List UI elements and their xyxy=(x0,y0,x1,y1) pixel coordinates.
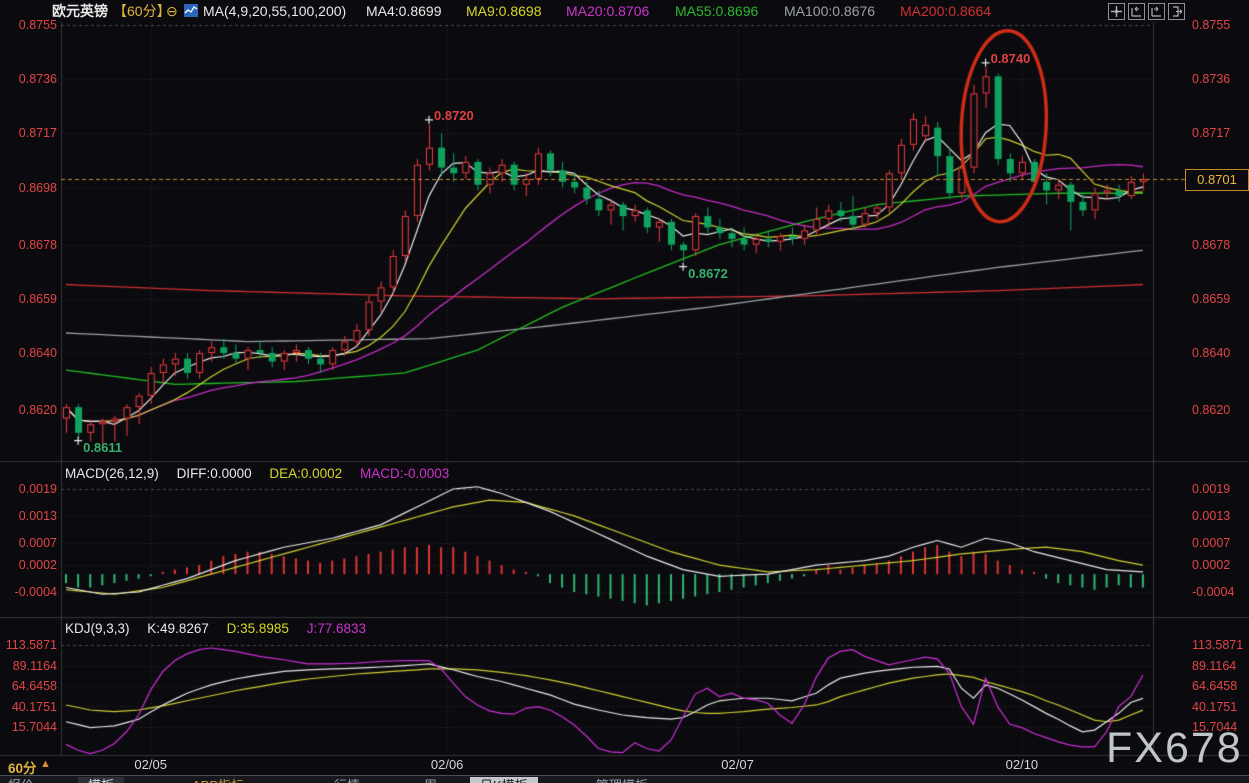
axis-tick-label: 89.1164 xyxy=(12,658,57,673)
axis-tick-label: 0.8620 xyxy=(18,403,57,417)
axis-tick-label: 0.8698 xyxy=(18,180,57,195)
date-tick-0205: 02/05 xyxy=(134,757,167,772)
scale-right-icon[interactable] xyxy=(1148,3,1165,20)
period-label[interactable]: 【60分】 xyxy=(113,3,171,19)
axis-tick-label: 113.5871 xyxy=(1192,638,1244,652)
window-controls xyxy=(1108,3,1185,20)
kdj-k-value: K:49.8267 xyxy=(147,621,209,636)
kdj-d-value: D:35.8985 xyxy=(226,621,289,636)
toolbar-item-week[interactable]: 周 xyxy=(424,777,437,783)
axis-tick-label: 0.8659 xyxy=(18,291,57,306)
axis-tick-label: 0.0007 xyxy=(18,535,57,550)
last-price-badge: 0.8701 xyxy=(1185,169,1249,191)
date-tick-0206: 02/06 xyxy=(430,757,464,772)
toolbar-item-market[interactable]: 行情 xyxy=(334,777,360,783)
kdj-params[interactable]: KDJ(9,3,3) xyxy=(65,621,130,636)
macd-dea-value: DEA:0.0002 xyxy=(269,466,343,481)
axis-tick-label: 40.1751 xyxy=(1192,699,1238,714)
symbol-title: 欧元英镑 xyxy=(52,3,108,19)
header-bar: 欧元英镑 【60分】 ⊖ MA(4,9,20,55,100,200) MA4:0… xyxy=(0,0,1249,22)
axis-tick-label: 0.0002 xyxy=(1192,558,1231,573)
ma9-value: MA9:0.8698 xyxy=(466,3,542,19)
axis-tick-label: 64.6458 xyxy=(1192,678,1238,693)
scale-left-icon[interactable] xyxy=(1128,3,1145,20)
ma55-value: MA55:0.8696 xyxy=(675,3,759,19)
macd-params[interactable]: MACD(26,12,9) xyxy=(65,466,159,481)
ma100-value: MA100:0.8676 xyxy=(784,3,876,19)
kdj-j-value: J:77.6833 xyxy=(306,621,367,636)
axis-tick-label: 0.8640 xyxy=(18,345,57,360)
axis-tick-label: 0.8717 xyxy=(18,126,57,141)
exit-icon[interactable] xyxy=(1168,3,1185,20)
brand-watermark: FX678 xyxy=(1106,724,1243,772)
axis-tick-label: 15.7044 xyxy=(1192,720,1238,734)
toolbar-item-template[interactable]: 模板 xyxy=(78,777,125,783)
axis-tick-label: 0.0019 xyxy=(18,482,57,496)
axis-tick-label: 0.8659 xyxy=(1192,291,1231,306)
axis-tick-label: 0.8717 xyxy=(1192,126,1231,141)
toolbar-item-manage-template[interactable]: 管理模板 xyxy=(596,777,648,783)
chart-type-icon[interactable] xyxy=(184,4,198,20)
axis-tick-label: 0.8620 xyxy=(1192,403,1231,417)
axis-tick-label: 0.8640 xyxy=(1192,345,1231,360)
axis-tick-label: 0.8678 xyxy=(18,237,57,252)
ma-group-label: MA(4,9,20,55,100,200) xyxy=(203,3,347,19)
collapse-icon[interactable]: ⊖ xyxy=(166,3,178,19)
annotation-low-0-8611: 0.8611 xyxy=(83,439,123,455)
axis-tick-label: 0.0002 xyxy=(18,558,57,573)
axis-tick-label: 0.0013 xyxy=(1192,508,1231,523)
timeframe-arrow-icon[interactable]: ▲ xyxy=(40,758,51,770)
ma4-value: MA4:0.8699 xyxy=(366,3,442,19)
date-tick-0210: 02/10 xyxy=(1005,757,1039,772)
ma20-value: MA20:0.8706 xyxy=(566,3,650,19)
macd-title: MACD(26,12,9) DIFF:0.0000 DEA:0.0002 MAC… xyxy=(65,466,463,481)
axis-tick-label: 0.8736 xyxy=(1192,72,1231,87)
annotation-low-0-8672: 0.8672 xyxy=(688,265,728,281)
time-axis-row: 60分 ▲ 02/05 02/06 02/07 02/10 xyxy=(0,755,1249,776)
toolbar-item-daily-template[interactable]: 日K模板 xyxy=(470,777,538,783)
toolbar-item-quotes[interactable]: 报价 xyxy=(8,777,34,783)
axis-tick-label: 64.6458 xyxy=(11,678,57,693)
axis-tick-label: 0.8678 xyxy=(1192,237,1231,252)
annotation-high-0-8740: 0.8740 xyxy=(990,50,1031,66)
ma200-value: MA200:0.8664 xyxy=(900,3,992,19)
kdj-title: KDJ(9,3,3) K:49.8267 D:35.8985 J:77.6833 xyxy=(65,621,380,636)
axis-tick-label: 0.0007 xyxy=(1192,535,1231,550)
timeframe-label[interactable]: 60分 xyxy=(8,761,37,776)
axis-tick-label: 0.8755 xyxy=(18,18,57,32)
axis-tick-label: 0.8755 xyxy=(1192,18,1231,32)
macd-diff-value: DIFF:0.0000 xyxy=(176,466,252,481)
axis-tick-label: 113.5871 xyxy=(5,638,57,652)
axis-tick-label: -0.0004 xyxy=(1192,585,1235,599)
axis-tick-label: 40.1751 xyxy=(11,699,57,714)
axis-tick-label: -0.0004 xyxy=(14,585,57,599)
axis-tick-label: 0.0013 xyxy=(18,508,57,523)
bottom-toolbar: 报价 模板 APP指标 行情 周 日K模板 管理模板 xyxy=(0,775,1249,783)
axis-tick-label: 0.0019 xyxy=(1192,482,1231,496)
toolbar-item-app-indicator[interactable]: APP指标 xyxy=(192,777,244,783)
date-tick-0207: 02/07 xyxy=(721,757,754,772)
axis-tick-label: 0.8736 xyxy=(18,72,57,87)
axis-tick-label: 15.7044 xyxy=(11,720,57,734)
pan-icon[interactable] xyxy=(1108,3,1125,20)
axis-tick-label: 89.1164 xyxy=(1192,658,1237,673)
macd-macd-value: MACD:-0.0003 xyxy=(359,466,450,481)
annotation-high-0-8720: 0.8720 xyxy=(434,107,474,123)
